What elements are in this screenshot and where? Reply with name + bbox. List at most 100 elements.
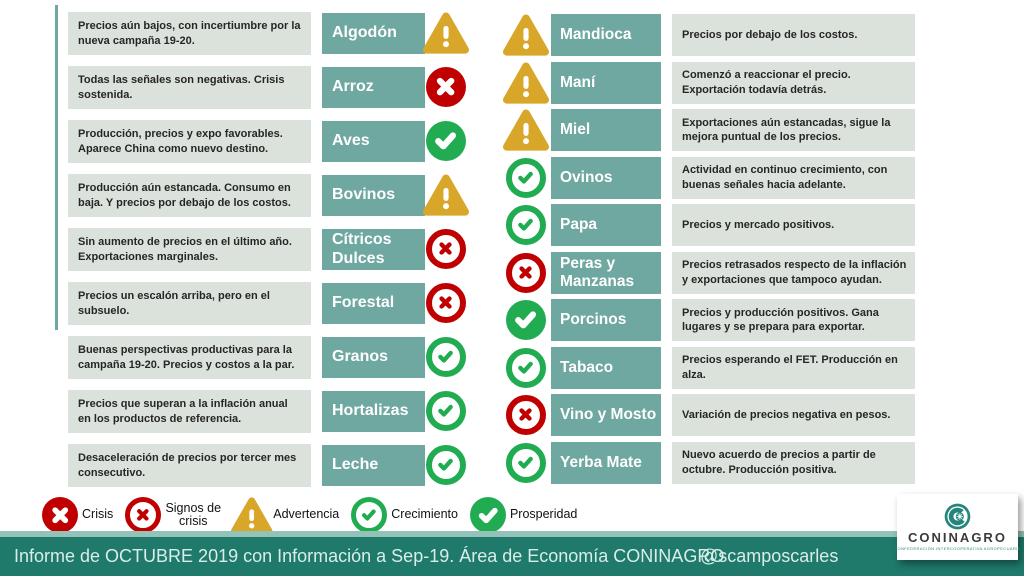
product-name: Hortalizas — [322, 391, 425, 432]
product-name: Vino y Mosto — [551, 394, 661, 436]
product-note: Actividad en continuo crecimiento, con b… — [672, 156, 915, 199]
product-row-miel: Miel Exportaciones aún estancadas, sigue… — [0, 109, 1024, 152]
product-note: Precios un escalón arriba, pero en el su… — [68, 282, 311, 325]
product-note: Precios aún bajos, con incertiumbre por … — [68, 12, 311, 55]
product-note: Sin aumento de precios en el último año.… — [68, 228, 311, 271]
right-products-panel: Mandioca Precios por debajo de los costo… — [0, 14, 1024, 489]
growth-icon — [506, 157, 546, 198]
product-row-porcinos: Porcinos Precios y producción positivos.… — [0, 299, 1024, 341]
product-note: Exportaciones aún estancadas, sigue la m… — [672, 109, 915, 151]
left-products-panel: Precios aún bajos, con incertiumbre por … — [0, 12, 1024, 498]
product-row-citricos: Sin aumento de precios en el último año.… — [0, 228, 1024, 271]
product-note: Todas las señales son negativas. Crisis … — [68, 66, 311, 109]
footer-bar: Informe de OCTUBRE 2019 con Información … — [0, 537, 1024, 576]
coninagro-tagline: CONFEDERACIÓN INTERCOOPERATIVA AGROPECUA… — [894, 545, 1021, 551]
product-note: Producción aún estancada. Consumo en baj… — [68, 174, 311, 217]
coninagro-logo-text: CONINAGRO — [908, 530, 1007, 546]
growth-icon — [506, 205, 546, 245]
product-row-papa: Papa Precios y mercado positivos. — [0, 204, 1024, 246]
product-row-leche: Desaceleración de precios por tercer mes… — [0, 444, 1024, 487]
product-name: Maní — [551, 61, 661, 104]
product-name: Papa — [551, 204, 661, 246]
crisis-signs-icon — [426, 283, 466, 323]
legend-label: Prosperidad — [509, 507, 578, 522]
growth-icon — [351, 497, 388, 533]
product-name: Granos — [322, 337, 425, 378]
product-row-ovinos: Ovinos Actividad en continuo crecimiento… — [0, 156, 1024, 199]
legend-item-crecimiento: Crecimiento — [351, 497, 458, 533]
product-note: Desaceleración de precios por tercer mes… — [68, 444, 311, 487]
product-row-algodon: Precios aún bajos, con incertiumbre por … — [0, 12, 1024, 55]
accent-line — [55, 5, 58, 330]
product-name: Leche — [322, 445, 425, 486]
warning-icon — [423, 12, 469, 55]
twitter-handle: @scamposcarles — [700, 546, 839, 566]
warning-icon — [503, 14, 549, 57]
product-name: Bovinos — [322, 175, 425, 216]
product-note: Nuevo acuerdo de precios a partir de oct… — [672, 441, 915, 484]
coninagro-logo-icon — [944, 503, 971, 530]
product-note: Precios por debajo de los costos. — [672, 14, 915, 56]
growth-icon — [426, 445, 466, 485]
product-name: Mandioca — [551, 14, 661, 56]
legend-label: Signos de crisis — [165, 500, 222, 528]
product-name: Miel — [551, 109, 661, 151]
legend: Crisis Signos de crisis Advertencia Crec… — [42, 494, 589, 536]
crisis-signs-icon — [506, 395, 546, 435]
growth-icon — [426, 337, 466, 377]
product-name: Forestal — [322, 283, 425, 324]
product-row-mandioca: Mandioca Precios por debajo de los costo… — [0, 14, 1024, 57]
legend-item-prosperidad: Prosperidad — [469, 497, 578, 533]
legend-item-signos: Signos de crisis — [125, 497, 221, 533]
coninagro-logo-card: CONINAGRO CONFEDERACIÓN INTERCOOPERATIVA… — [894, 494, 1021, 560]
product-note: Comenzó a reaccionar el precio. Exportac… — [672, 61, 915, 104]
legend-item-crisis: Crisis — [42, 497, 113, 533]
crisis-signs-icon — [125, 497, 162, 533]
product-row-aves: Producción, precios y expo favorables. A… — [0, 120, 1024, 163]
legend-label: Advertencia — [273, 507, 340, 522]
product-note: Precios esperando el FET. Producción en … — [672, 346, 915, 389]
product-name: Tabaco — [551, 346, 661, 389]
product-name: Cítricos Dulces — [322, 229, 425, 270]
growth-icon — [426, 391, 466, 431]
legend-label: Crisis — [82, 507, 114, 522]
footer-accent-strip — [0, 531, 1024, 537]
product-note: Buenas perspectivas productivas para la … — [68, 336, 311, 379]
crisis-signs-icon — [506, 252, 546, 293]
warning-icon — [503, 109, 549, 152]
prosperity-icon — [506, 300, 546, 340]
product-row-mani: Maní Comenzó a reaccionar el precio. Exp… — [0, 61, 1024, 104]
product-note: Precios que superan a la inflación anual… — [68, 390, 311, 433]
product-name: Yerba Mate — [551, 441, 661, 484]
product-name: Porcinos — [551, 299, 661, 341]
product-row-tabaco: Tabaco Precios esperando el FET. Producc… — [0, 346, 1024, 389]
product-note: Precios y mercado positivos. — [672, 204, 915, 246]
product-row-forestal: Precios un escalón arriba, pero en el su… — [0, 282, 1024, 325]
warning-icon — [503, 62, 549, 104]
legend-item-advertencia: Advertencia — [230, 496, 340, 534]
product-name: Arroz — [322, 67, 425, 108]
product-row-hortalizas: Precios que superan a la inflación anual… — [0, 390, 1024, 433]
product-row-yerba-mate: Yerba Mate Nuevo acuerdo de precios a pa… — [0, 441, 1024, 484]
product-row-peras-manzanas: Peras y Manzanas Precios retrasados resp… — [0, 251, 1024, 294]
crisis-signs-icon — [426, 229, 466, 269]
report-title: Informe de OCTUBRE 2019 con Información … — [14, 546, 725, 566]
product-note: Precios retrasados respecto de la inflac… — [672, 251, 915, 294]
warning-icon — [423, 174, 469, 217]
product-note: Precios y producción positivos. Gana lug… — [672, 299, 915, 341]
product-row-arroz: Todas las señales son negativas. Crisis … — [0, 66, 1024, 109]
product-row-vino-mosto: Vino y Mosto Variación de precios negati… — [0, 394, 1024, 436]
product-name: Peras y Manzanas — [551, 251, 661, 294]
legend-label: Crecimiento — [391, 507, 458, 522]
product-name: Aves — [322, 121, 425, 162]
growth-icon — [506, 347, 546, 388]
product-row-granos: Buenas perspectivas productivas para la … — [0, 336, 1024, 379]
prosperity-icon — [469, 497, 506, 533]
product-name: Algodón — [322, 13, 425, 54]
product-note: Variación de precios negativa en pesos. — [672, 394, 915, 436]
product-note: Producción, precios y expo favorables. A… — [68, 120, 311, 163]
product-name: Ovinos — [551, 156, 661, 199]
prosperity-icon — [426, 121, 466, 161]
crisis-icon — [42, 497, 78, 533]
crisis-icon — [426, 67, 466, 107]
